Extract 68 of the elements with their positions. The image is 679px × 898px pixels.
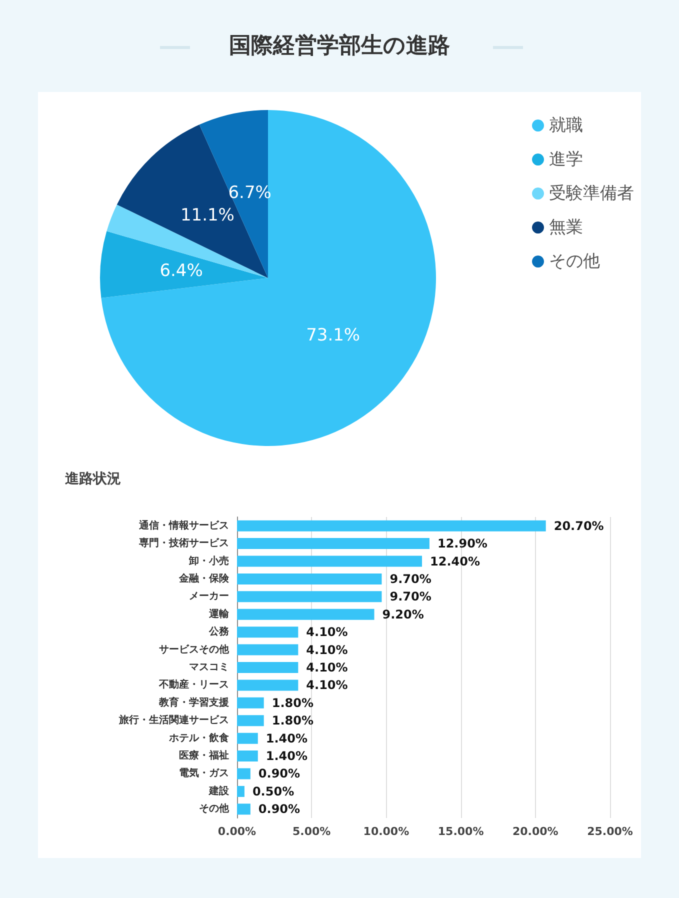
legend-label: 受験準備者 (549, 184, 634, 204)
y-tick-label: 電気・ガス (179, 767, 229, 780)
x-tick-label: 20.00% (512, 825, 558, 838)
bar (237, 608, 374, 620)
y-tick-label: 専門・技術サービス (138, 537, 229, 550)
legend-label: 無業 (549, 218, 583, 238)
y-tick-label: 旅行・生活関連サービス (118, 714, 229, 726)
data-label: 73.1% (306, 326, 360, 346)
bar (237, 591, 382, 602)
y-tick-label: マスコミ (189, 662, 229, 673)
x-tick-label: 5.00% (292, 825, 331, 838)
x-tick-label: 10.00% (363, 825, 410, 838)
y-tick-label: 卸・小売 (188, 554, 229, 567)
y-tick-label: 公務 (208, 626, 230, 638)
x-tick-label: 15.00% (438, 825, 484, 838)
data-label: 11.1% (180, 206, 234, 226)
y-tick-label: その他 (199, 802, 230, 815)
data-label: 12.40% (430, 554, 480, 568)
y-tick-label: サービスその他 (159, 643, 230, 656)
bar (237, 556, 422, 567)
data-label: 0.90% (258, 802, 300, 816)
bar (237, 626, 298, 638)
bar (237, 732, 258, 744)
data-label: 4.10% (306, 678, 348, 692)
data-label: 1.80% (272, 696, 314, 710)
x-tick-label: 25.00% (587, 825, 633, 838)
bar (237, 538, 430, 550)
x-tick-label: 0.00% (218, 825, 256, 838)
bar (237, 768, 250, 780)
y-tick-label: 不動産・リース (158, 678, 229, 691)
legend-label: 進学 (549, 150, 583, 170)
data-label: 1.40% (266, 731, 308, 746)
bar (237, 750, 258, 762)
y-tick-label: メーカー (189, 591, 229, 602)
data-label: 1.80% (272, 714, 314, 728)
data-label: 4.10% (306, 625, 348, 640)
bar (237, 804, 250, 815)
data-label: 9.20% (382, 607, 424, 622)
data-label: 0.90% (258, 766, 300, 781)
y-tick-label: 教育・学習支援 (158, 696, 230, 708)
data-label: 1.40% (266, 749, 308, 764)
y-tick-label: 建設 (208, 784, 230, 797)
data-label: 9.70% (390, 590, 432, 604)
y-tick-label: 通信・情報サービス (138, 519, 229, 532)
bar (237, 786, 244, 797)
y-tick-label: 運輸 (208, 608, 230, 620)
data-label: 6.7% (228, 182, 272, 203)
bar (237, 644, 298, 656)
bar (237, 662, 298, 673)
y-tick-label: ホテル・飲食 (168, 732, 229, 744)
bar (237, 697, 264, 708)
data-label: 20.70% (554, 518, 604, 533)
chart-title: 国際経営学部生の進路 (229, 32, 450, 58)
bar (237, 520, 546, 532)
data-label: 4.10% (306, 660, 348, 674)
legend-label: その他 (549, 252, 600, 272)
y-tick-label: 医療・福祉 (179, 750, 229, 762)
data-label: 9.70% (390, 572, 432, 586)
data-label: 6.4% (160, 260, 203, 281)
data-label: 4.10% (306, 642, 348, 657)
bar (237, 573, 382, 584)
data-label: 12.90% (437, 536, 488, 551)
bar (237, 680, 298, 691)
y-tick-label: 金融・保険 (178, 572, 230, 584)
legend-label: 就職 (549, 116, 583, 136)
data-label: 0.50% (252, 784, 294, 798)
text: 進路状況 (64, 471, 121, 487)
bar (237, 715, 264, 726)
